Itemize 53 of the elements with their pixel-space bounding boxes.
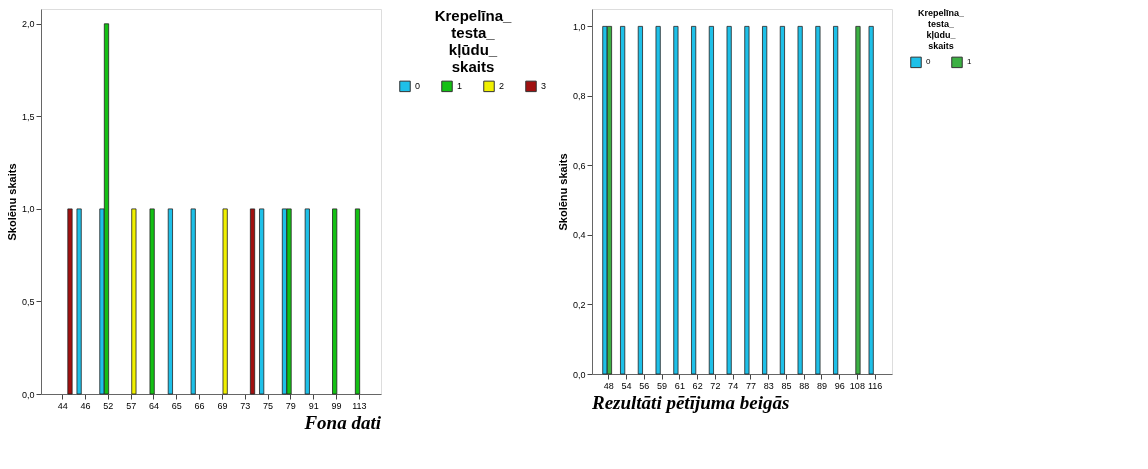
x-tick-label: 56 xyxy=(639,380,650,391)
legend-label: 1 xyxy=(457,81,463,92)
x-tick-label: 77 xyxy=(745,380,756,391)
y-tick-label: 2,0 xyxy=(21,19,35,30)
x-tick-label: 74 xyxy=(728,380,739,391)
x-tick-label: 48 xyxy=(603,380,614,391)
text: Rezultāti pētījuma beigās xyxy=(591,392,790,413)
x-tick-label: 91 xyxy=(308,400,319,411)
x-tick-label: 61 xyxy=(674,380,685,391)
legend-label: 0 xyxy=(926,57,931,67)
x-tick-label: 66 xyxy=(194,400,205,411)
x-tick-label: 64 xyxy=(148,400,159,411)
legend-label: 1 xyxy=(967,57,972,67)
x-tick-label: 44 xyxy=(57,400,68,411)
x-tick-label: 116 xyxy=(867,380,883,391)
x-tick-label: 59 xyxy=(657,380,668,391)
x-tick-label: 108 xyxy=(849,380,865,391)
legend-label: 2 xyxy=(499,81,505,92)
y-tick-label: 0,4 xyxy=(572,230,586,241)
x-tick-label: 46 xyxy=(80,400,91,411)
x-tick-label: 57 xyxy=(126,400,137,411)
x-tick-label: 69 xyxy=(217,400,228,411)
x-tick-label: 85 xyxy=(781,380,792,391)
legend-title: Krepelīna_testa_kļūdu_skaits xyxy=(917,8,965,51)
legend-label: 3 xyxy=(541,81,547,92)
y-tick-label: 1,5 xyxy=(21,111,35,122)
x-tick-label: 52 xyxy=(103,400,114,411)
x-tick-label: 79 xyxy=(285,400,296,411)
y-tick-label: 0,0 xyxy=(572,369,586,380)
x-tick-label: 72 xyxy=(710,380,721,391)
y-axis-title: Skolēnu skaits xyxy=(556,153,569,231)
x-tick-label: 65 xyxy=(171,400,182,411)
x-tick-label: 96 xyxy=(834,380,845,391)
y-tick-label: 0,5 xyxy=(21,296,35,307)
x-tick-label: 62 xyxy=(692,380,703,391)
y-tick-label: 0,6 xyxy=(572,160,586,171)
y-tick-label: 0,8 xyxy=(572,91,586,102)
y-axis-title: Skolēnu skaits xyxy=(5,163,18,241)
x-tick-label: 89 xyxy=(816,380,827,391)
y-tick-label: 1,0 xyxy=(572,21,586,32)
y-tick-label: 0,2 xyxy=(572,299,586,310)
x-tick-label: 75 xyxy=(263,400,274,411)
x-tick-label: 83 xyxy=(763,380,774,391)
x-tick-label: 73 xyxy=(240,400,251,411)
text: Fona dati xyxy=(303,412,382,433)
legend-title: Krepelīna_testa_kļūdu_skaits xyxy=(434,7,513,75)
y-tick-label: 1,0 xyxy=(21,204,35,215)
legend-label: 0 xyxy=(415,81,421,92)
x-tick-label: 113 xyxy=(352,400,367,411)
x-tick-label: 54 xyxy=(621,380,632,391)
x-tick-label: 88 xyxy=(799,380,810,391)
x-tick-label: 99 xyxy=(331,400,342,411)
y-tick-label: 0,0 xyxy=(21,389,35,400)
